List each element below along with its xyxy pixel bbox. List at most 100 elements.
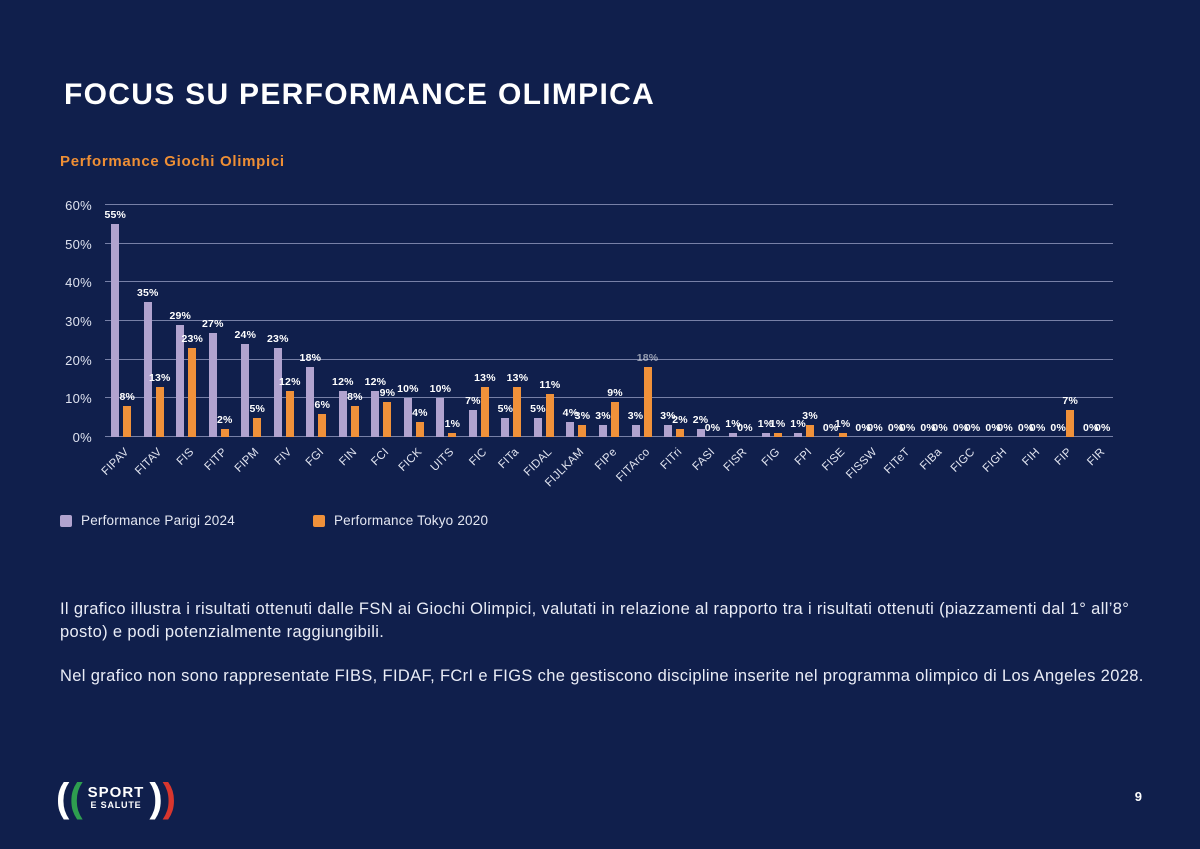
bar-value-label: 0%	[1050, 422, 1066, 434]
description-text: Il grafico illustra i risultati ottenuti…	[60, 598, 1148, 709]
bar-value-label: 0%	[822, 422, 839, 434]
bar-tokyo-2020-FIN	[350, 406, 359, 437]
bar-value-label: 0%	[1017, 422, 1034, 434]
bar-parigi-2024-FIS	[176, 325, 185, 437]
bar-value-label: 13%	[148, 372, 171, 384]
bar-tokyo-2020-UITS	[448, 433, 457, 437]
bar-tokyo-2020-FIPM	[253, 418, 262, 437]
bar-value-label: 3%	[627, 410, 644, 422]
logo-text: SPORT E SALUTE	[88, 785, 145, 811]
bar-value-label: 9%	[379, 387, 396, 399]
bar-tokyo-2020-FIG	[773, 433, 782, 437]
bar-value-label: 23%	[181, 333, 204, 345]
olympic-performance-chart: 0% 10% 20% 30% 40% 50% 60% 55% 8% FIPAV 35% 13% FIT…	[60, 196, 1130, 506]
logo-paren-white-right-icon: )	[149, 776, 163, 820]
gridline	[105, 397, 1113, 399]
bar-tokyo-2020-FPI	[806, 425, 815, 437]
bar-value-label: 1%	[725, 418, 741, 430]
bar-value-label: 3%	[660, 410, 676, 422]
legend-label: Performance Tokyo 2020	[333, 513, 489, 528]
bar-value-label: 3%	[574, 410, 591, 422]
bar-value-label: 24%	[234, 329, 257, 341]
bar-value-label: 5%	[530, 403, 546, 415]
logo-line1: SPORT	[87, 784, 145, 801]
bar-value-label: 0%	[985, 422, 1001, 434]
bar-tokyo-2020-FIV	[285, 391, 294, 437]
bar-value-label: 27%	[201, 318, 224, 330]
bar-parigi-2024-FGI	[306, 367, 315, 437]
bar-value-label: 0%	[887, 422, 904, 434]
bar-value-label: 0%	[997, 422, 1013, 434]
bar-tokyo-2020-FIDAL	[545, 394, 554, 437]
bar-value-label: 55%	[104, 209, 127, 221]
bar-parigi-2024-FASI	[696, 429, 705, 437]
bar-value-label: 2%	[692, 414, 709, 426]
bar-tokyo-2020-FITArco	[643, 367, 652, 437]
bar-parigi-2024-FITAV	[143, 302, 152, 437]
plot-area: 55% 8% FIPAV 35% 13% FITAV 29% 23% FIS 27% 2% FITP 2…	[100, 204, 1113, 489]
bar-tokyo-2020-FGI	[318, 414, 327, 437]
bar-value-label: 2%	[672, 414, 688, 426]
bar-tokyo-2020-FICK	[415, 422, 424, 437]
bar-value-label: 9%	[607, 387, 623, 399]
y-axis-tick-label: 0%	[72, 430, 92, 445]
y-axis: 0% 10% 20% 30% 40% 50% 60%	[60, 198, 92, 445]
description-paragraph-2: Nel grafico non sono rappresentate FIBS,…	[60, 667, 1144, 686]
bar-value-label: 2%	[217, 414, 233, 426]
bar-tokyo-2020-FIC	[480, 387, 489, 437]
bar-value-label: 0%	[704, 422, 721, 434]
legend-swatch-purple-icon	[60, 514, 72, 527]
bar-tokyo-2020-FITa	[513, 387, 522, 437]
y-axis-tick-label: 50%	[65, 236, 92, 252]
bar-value-label: 12%	[364, 376, 387, 388]
bar-value-label: 11%	[539, 379, 561, 391]
gridline	[105, 204, 1113, 205]
bar-value-label: 4%	[412, 407, 428, 419]
bar-value-label: 13%	[474, 372, 496, 384]
bar-value-label: 0%	[920, 422, 936, 434]
bar-value-label: 23%	[267, 333, 289, 345]
bar-value-label: 6%	[314, 399, 331, 411]
bar-parigi-2024-UITS	[436, 398, 445, 437]
bar-parigi-2024-FITri	[664, 425, 673, 437]
legend-item-tokyo-2020: Performance Tokyo 2020	[312, 513, 489, 528]
bar-tokyo-2020-FITP	[220, 429, 229, 437]
bar-value-label: 12%	[332, 376, 354, 388]
bar-value-label: 1%	[834, 418, 851, 430]
bar-value-label: 5%	[497, 403, 514, 415]
bar-value-label: 0%	[1082, 422, 1099, 434]
legend-swatch-orange-icon	[312, 514, 325, 527]
bar-value-label: 4%	[562, 407, 579, 419]
bar-value-label: 0%	[867, 422, 883, 434]
bar-parigi-2024-FCI	[371, 391, 380, 437]
bar-tokyo-2020-FIPAV	[123, 406, 132, 437]
logo-paren-red-icon: )	[162, 776, 176, 820]
bar-value-label: 13%	[506, 372, 529, 384]
bar-value-label: 0%	[1029, 422, 1046, 434]
bar-parigi-2024-FIC	[468, 410, 477, 437]
bar-value-label: 12%	[279, 376, 301, 388]
logo-paren-green-icon: (	[69, 776, 83, 820]
bar-value-label: 1%	[769, 418, 786, 430]
legend-item-parigi-2024: Performance Parigi 2024	[60, 513, 235, 528]
bar-tokyo-2020-FIJLKAM	[578, 425, 587, 437]
bar-parigi-2024-FIDAL	[533, 418, 542, 437]
bar-value-label: 29%	[169, 310, 192, 322]
bar-value-label: 0%	[737, 422, 753, 434]
y-axis-tick-label: 10%	[65, 391, 92, 407]
bar-value-label: 0%	[855, 422, 871, 434]
bar-value-label: 8%	[347, 391, 363, 403]
bar-value-label: 10%	[429, 383, 452, 395]
bar-parigi-2024-FITP	[208, 333, 217, 437]
y-axis-tick-label: 60%	[65, 198, 92, 213]
gridline	[105, 436, 1113, 437]
logo-paren-white-left-icon: (	[56, 776, 70, 820]
bar-value-label: 1%	[444, 418, 461, 430]
sport-e-salute-logo: ( ( SPORT E SALUTE ) )	[56, 774, 176, 822]
bar-parigi-2024-FITa	[501, 418, 510, 437]
bar-tokyo-2020-FITri	[676, 429, 685, 437]
y-axis-tick-label: 40%	[65, 275, 92, 291]
bar-parigi-2024-FIG	[761, 433, 770, 437]
bar-tokyo-2020-FIS	[188, 348, 197, 437]
